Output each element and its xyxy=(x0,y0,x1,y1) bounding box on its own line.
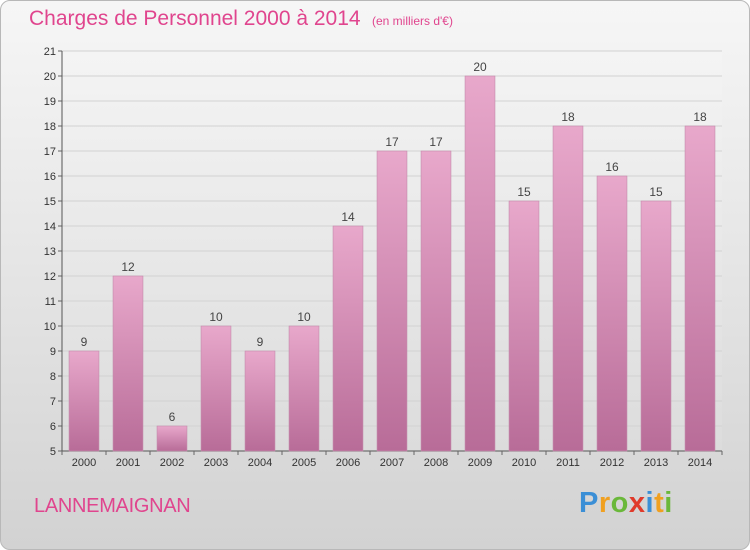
y-tick-label: 15 xyxy=(44,196,56,208)
bar xyxy=(420,150,452,452)
bar-value-label: 20 xyxy=(473,60,487,74)
bar-value-label: 6 xyxy=(169,410,176,424)
bar xyxy=(112,275,144,452)
x-tick-label: 2005 xyxy=(292,457,316,469)
proxiti-logo: Proxiti xyxy=(579,487,673,520)
bar xyxy=(68,350,100,452)
x-tick-label: 2001 xyxy=(116,457,140,469)
bar-value-label: 10 xyxy=(297,310,311,324)
bar-value-label: 9 xyxy=(257,335,264,349)
brand-letter: i xyxy=(645,487,655,519)
brand-letter: x xyxy=(628,487,646,519)
y-tick-label: 18 xyxy=(44,121,56,133)
x-tick-label: 2002 xyxy=(160,457,184,469)
y-tick-label: 13 xyxy=(44,246,56,258)
bar-value-label: 17 xyxy=(429,135,443,149)
town-name: LANNEMAIGNAN xyxy=(34,495,191,517)
bar-value-label: 10 xyxy=(209,310,223,324)
brand-letter: P xyxy=(579,487,599,519)
bar xyxy=(684,125,716,452)
brand-letter: r xyxy=(598,487,611,519)
bar-value-label: 12 xyxy=(121,260,135,274)
x-tick-label: 2011 xyxy=(556,457,580,469)
x-tick-label: 2013 xyxy=(644,457,668,469)
y-tick-label: 8 xyxy=(50,371,56,383)
chart-title: Charges de Personnel 2000 à 2014 xyxy=(29,7,361,30)
bar xyxy=(244,350,276,452)
bar xyxy=(596,175,628,452)
y-tick-label: 20 xyxy=(44,71,56,83)
bar xyxy=(640,200,672,452)
bar-value-label: 9 xyxy=(81,335,88,349)
y-tick-label: 10 xyxy=(44,321,56,333)
x-tick-label: 2004 xyxy=(248,457,272,469)
bar-value-label: 15 xyxy=(649,185,663,199)
bar xyxy=(200,325,232,452)
bar xyxy=(508,200,540,452)
brand-letter: o xyxy=(610,487,629,519)
y-tick-label: 11 xyxy=(45,296,56,308)
bar-value-label: 17 xyxy=(385,135,399,149)
x-tick-label: 2012 xyxy=(600,457,624,469)
x-tick-label: 2010 xyxy=(512,457,536,469)
bar-value-label: 16 xyxy=(605,160,619,174)
y-tick-label: 5 xyxy=(50,446,56,458)
x-tick-label: 2014 xyxy=(688,457,712,469)
x-tick-label: 2008 xyxy=(424,457,448,469)
bar xyxy=(332,225,364,452)
y-tick-label: 19 xyxy=(44,96,56,108)
y-tick-label: 6 xyxy=(50,421,56,433)
bar-value-label: 18 xyxy=(693,110,707,124)
brand-letter: t xyxy=(654,487,665,519)
bar xyxy=(464,75,496,452)
y-tick-label: 12 xyxy=(44,271,56,283)
bar-value-label: 15 xyxy=(517,185,531,199)
y-tick-label: 14 xyxy=(44,221,56,233)
y-tick-label: 7 xyxy=(50,396,56,408)
bar xyxy=(156,425,188,452)
x-tick-label: 2006 xyxy=(336,457,360,469)
bar xyxy=(376,150,408,452)
x-tick-label: 2007 xyxy=(380,457,404,469)
y-tick-label: 16 xyxy=(44,171,56,183)
brand-letter: i xyxy=(664,487,673,519)
y-tick-label: 21 xyxy=(44,46,56,58)
bar-value-label: 18 xyxy=(561,110,575,124)
bar-value-label: 14 xyxy=(341,210,355,224)
bar xyxy=(288,325,320,452)
bar xyxy=(552,125,584,452)
x-tick-label: 2009 xyxy=(468,457,492,469)
x-tick-label: 2003 xyxy=(204,457,228,469)
y-tick-label: 17 xyxy=(44,146,56,158)
chart-unit: (en milliers d'€) xyxy=(372,14,453,28)
y-tick-label: 9 xyxy=(50,346,56,358)
x-tick-label: 2000 xyxy=(72,457,96,469)
